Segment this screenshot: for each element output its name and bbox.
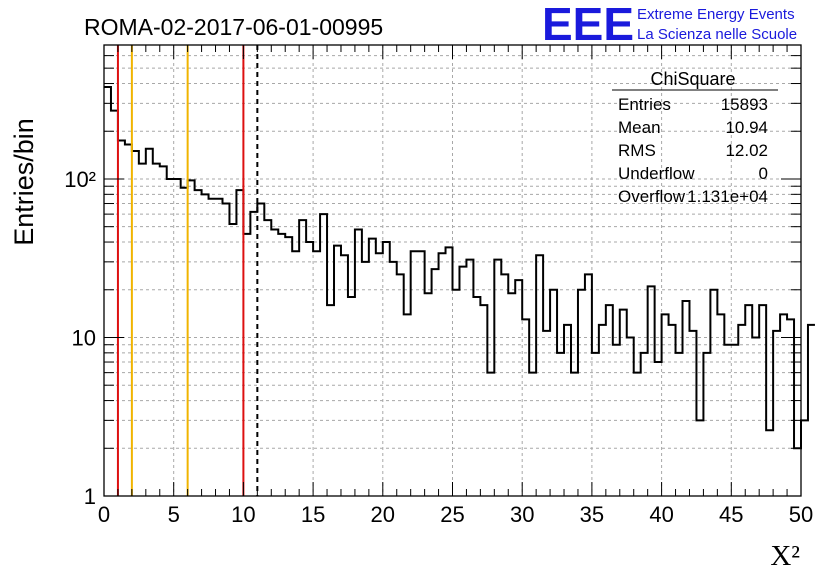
eee-logo: EEE Extreme Energy Events La Scienza nel… [542,0,797,50]
logo-line1: Extreme Energy Events [637,6,795,23]
x-axis-label: X² [770,540,800,572]
stats-value: 12.02 [725,141,768,160]
x-tick-label: 25 [440,502,464,527]
y-tick-label: 10 [72,325,96,350]
stats-value: 0 [759,164,768,183]
x-tick-label: 30 [510,502,534,527]
stats-value: 10.94 [725,118,768,137]
stats-value: 1.131e+04 [687,187,768,206]
logo-mark: EEE [542,0,634,50]
y-tick-label: 10² [64,167,96,192]
stats-value: 15893 [721,95,768,114]
x-tick-label: 50 [789,502,813,527]
x-tick-label: 20 [371,502,395,527]
stats-label: Overflow [618,187,686,206]
x-axis: 0 5 10 15 20 25 30 35 40 45 50 [98,45,813,527]
x-tick-label: 5 [168,502,180,527]
threshold-lines [116,45,259,496]
stats-label: RMS [618,141,656,160]
grid-lines [104,45,801,496]
stats-title: ChiSquare [650,69,735,89]
x-tick-label: 10 [231,502,255,527]
stats-box: ChiSquare Entries 15893 Mean 10.94 RMS 12.02 U… [612,69,778,206]
histogram-series [104,86,815,450]
x-tick-label: 45 [719,502,743,527]
x-tick-label: 0 [98,502,110,527]
logo-line2: La Scienza nelle Scuole [637,26,797,43]
x-tick-label: 35 [580,502,604,527]
stats-label: Entries [618,95,671,114]
y-tick-label: 1 [84,484,96,509]
y-axis-label: Entries/bin [9,118,39,246]
stats-label: Underflow [618,164,695,183]
y-axis: 1 10 10² [64,44,801,509]
chart-title: ROMA-02-2017-06-01-00995 [84,14,383,40]
x-tick-label: 40 [649,502,673,527]
stats-label: Mean [618,118,661,137]
histogram-step-line [104,86,815,450]
stats-rows: Entries 15893 Mean 10.94 RMS 12.02 Underflow 0 O… [618,95,768,206]
x-tick-label: 15 [301,502,325,527]
